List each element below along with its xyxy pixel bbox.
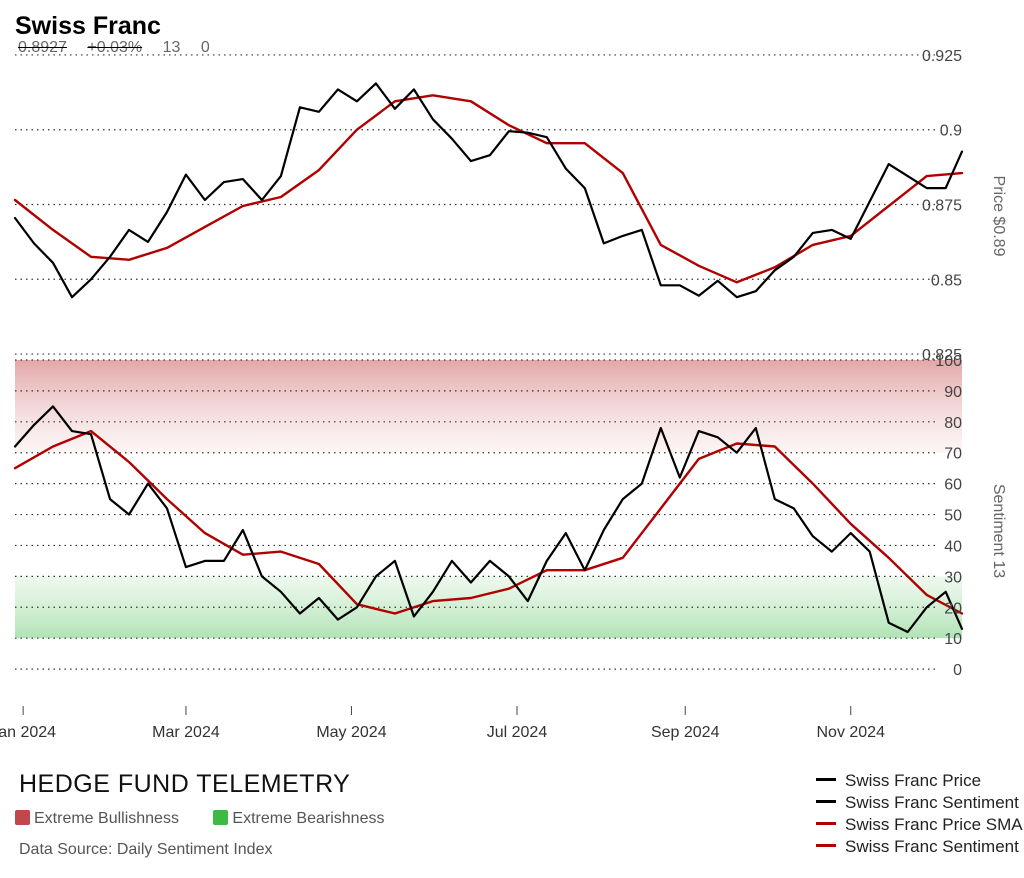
x-tick-label: Mar 2024: [152, 724, 220, 741]
zone-legend: Extreme Bullishness Extreme Bearishness: [15, 810, 414, 828]
series-legend: Swiss Franc Price Swiss Franc Sentiment …: [816, 771, 1024, 859]
legend-line-icon: [816, 778, 836, 781]
sentiment-tick-label: 80: [944, 415, 962, 432]
extreme-bullishness-zone: [15, 360, 962, 453]
sentiment-tick-label: 50: [944, 508, 962, 525]
zone-legend-bull: Extreme Bullishness: [15, 810, 179, 828]
price-tick-label: 0.925: [922, 48, 962, 65]
sentiment-tick-label: 20: [944, 600, 962, 617]
legend-line-icon: [816, 800, 836, 803]
legend-entry-price-sma[interactable]: Swiss Franc Price SMA: [816, 815, 1024, 837]
current-sentiment: 13: [162, 39, 181, 56]
axis-labels: 0.825 0.85 0.875 0.9 0.925 0 10 20 30 40 50 60 70 80 9…: [0, 48, 1007, 741]
sentiment-line: [13, 405, 964, 634]
legend-label: Swiss Franc Price SMA: [845, 815, 1023, 834]
bear-swatch: [213, 810, 229, 825]
price-tick-label: 0.85: [931, 272, 962, 289]
zone-legend-bear: Extreme Bearishness: [213, 810, 384, 828]
legend-entry-price[interactable]: Swiss Franc Price: [816, 771, 1024, 793]
legend-label: Swiss Franc Price: [845, 771, 982, 790]
extra-value: 0: [200, 39, 210, 56]
price-tick-label: 0.875: [922, 198, 962, 215]
current-price: 0.8927: [18, 39, 67, 56]
price-line: [13, 82, 964, 299]
data-source: Data Source: Daily Sentiment Index: [19, 841, 273, 858]
sentiment-sma-line: [13, 429, 964, 615]
sentiment-axis-title: Sentiment 13: [990, 484, 1007, 578]
legend-line-icon: [816, 844, 836, 847]
sentiment-tick-label: 70: [944, 446, 962, 463]
x-tick-label: Sep 2024: [651, 724, 720, 741]
legend-entry-sentiment-sma[interactable]: Swiss Franc Sentiment SMA: [816, 837, 1024, 859]
price-change: +0.03%: [87, 39, 143, 56]
x-tick-label: May 2024: [316, 724, 386, 741]
bull-swatch: [15, 810, 30, 825]
sentiment-tick-label: 60: [944, 477, 962, 494]
price-sma-line: [13, 94, 964, 284]
grid-lines: [15, 54, 935, 715]
sentiment-tick-label: 0: [953, 662, 962, 679]
legend-line-icon: [816, 822, 836, 825]
x-tick-label: Jul 2024: [487, 724, 548, 741]
series-lines: [13, 82, 964, 634]
chart-title: Swiss Franc: [15, 12, 161, 40]
price-tick-label: 0.9: [940, 123, 962, 140]
legend-entry-sentiment[interactable]: Swiss Franc Sentiment: [816, 793, 1024, 815]
x-tick-label: Jan 2024: [0, 724, 56, 741]
sentiment-tick-label: 10: [944, 631, 962, 648]
chart-canvas: 0.825 0.85 0.875 0.9 0.925 0 10 20 30 40 50 60 70 80 9…: [0, 48, 1007, 741]
brand-label: HEDGE FUND TELEMETRY: [19, 770, 351, 798]
bull-label: Extreme Bullishness: [34, 810, 179, 827]
price-tick-label: 0.825: [922, 347, 962, 364]
x-tick-label: Nov 2024: [816, 724, 885, 741]
legend-label: Swiss Franc Sentiment: [845, 793, 1019, 812]
price-summary: 0.8927 +0.03% 13 0: [18, 39, 226, 57]
sentiment-zones: [15, 360, 962, 639]
sentiment-tick-label: 30: [944, 569, 962, 586]
legend-label: Swiss Franc Sentiment SMA: [845, 837, 1024, 856]
bear-label: Extreme Bearishness: [232, 810, 385, 827]
sentiment-tick-label: 100: [935, 353, 962, 370]
sentiment-tick-label: 40: [944, 538, 962, 555]
price-axis-title: Price $0.89: [990, 176, 1007, 257]
sentiment-tick-label: 90: [944, 384, 962, 401]
